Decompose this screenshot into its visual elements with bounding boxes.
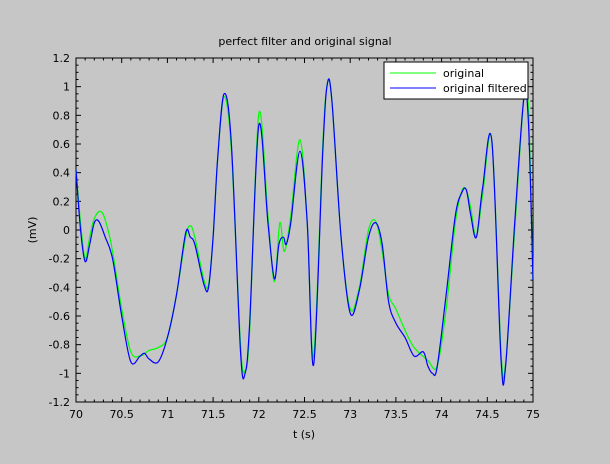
legend-label-original: original xyxy=(443,67,484,80)
y-tick-label: -0.8 xyxy=(49,339,70,352)
y-tick-label: 0.4 xyxy=(53,167,71,180)
x-tick-label: 72 xyxy=(252,408,266,421)
chart-title: perfect filter and original signal xyxy=(218,35,391,48)
series-layer xyxy=(75,78,534,386)
y-tick-label: -0.6 xyxy=(49,310,70,323)
y-tick-label: 1.2 xyxy=(53,52,71,65)
y-tick-label: -1 xyxy=(59,367,70,380)
x-tick-label: 75 xyxy=(526,408,540,421)
axis-ticks: 70 70.5 71 71.5 72 72.5 73 73.5 74 74.5 75 -1.2 -1 -0… xyxy=(49,52,540,421)
y-tick-label: 1 xyxy=(63,81,70,94)
x-tick-label: 70.5 xyxy=(109,408,134,421)
plot-frame xyxy=(75,57,534,403)
y-tick-label: 0.2 xyxy=(53,195,71,208)
y-tick-label: -0.4 xyxy=(49,281,70,294)
x-tick-label: 71 xyxy=(160,408,174,421)
x-axis-label: t (s) xyxy=(293,428,315,441)
y-tick-label: -1.2 xyxy=(49,396,70,409)
y-tick-label: 0.6 xyxy=(53,138,71,151)
x-tick-label: 71.5 xyxy=(201,408,226,421)
legend-box xyxy=(383,61,529,100)
x-tick-label: 72.5 xyxy=(292,408,317,421)
x-tick-label: 74 xyxy=(435,408,449,421)
x-tick-label: 74.5 xyxy=(475,408,500,421)
x-tick-label: 73.5 xyxy=(384,408,409,421)
y-tick-label: 0.8 xyxy=(53,109,71,122)
y-axis-label: (mV) xyxy=(26,217,39,244)
x-tick-label: 70 xyxy=(69,408,83,421)
series-line-original-filtered xyxy=(75,78,534,386)
x-tick-label: 73 xyxy=(343,408,357,421)
legend-label-original-filtered: original filtered xyxy=(443,82,527,95)
y-tick-label: -0.2 xyxy=(49,253,70,266)
y-tick-label: 0 xyxy=(63,224,70,237)
series-line-original xyxy=(75,78,534,380)
legend: original original filtered xyxy=(383,61,529,100)
